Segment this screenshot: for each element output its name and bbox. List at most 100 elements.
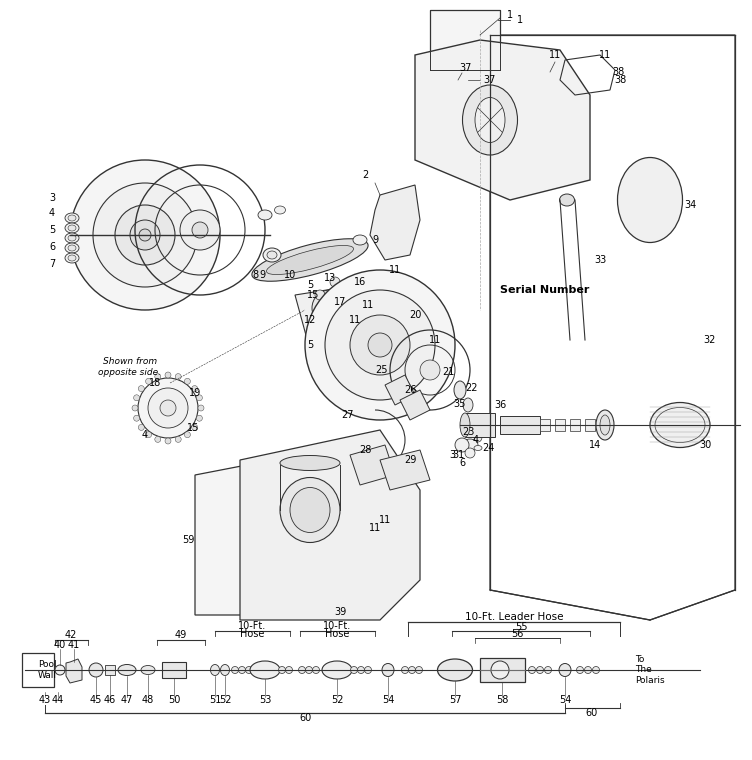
Circle shape	[350, 315, 410, 375]
Circle shape	[132, 405, 138, 411]
Text: 9: 9	[259, 270, 265, 280]
Text: 11: 11	[389, 265, 401, 275]
Circle shape	[278, 667, 286, 673]
Text: Serial Number: Serial Number	[500, 285, 590, 295]
Circle shape	[312, 290, 348, 326]
Polygon shape	[430, 10, 500, 70]
Ellipse shape	[650, 403, 710, 448]
Text: 11: 11	[349, 315, 361, 325]
Circle shape	[330, 277, 340, 287]
Text: 6: 6	[49, 242, 55, 252]
Ellipse shape	[290, 487, 330, 533]
Circle shape	[544, 667, 551, 673]
Polygon shape	[370, 185, 420, 260]
Circle shape	[134, 415, 140, 421]
Ellipse shape	[280, 455, 340, 470]
Text: 34: 34	[684, 200, 696, 210]
Circle shape	[577, 667, 584, 673]
Circle shape	[146, 432, 152, 438]
Circle shape	[139, 229, 151, 241]
Circle shape	[115, 205, 175, 265]
Circle shape	[402, 667, 408, 673]
Ellipse shape	[65, 243, 79, 253]
Text: 47: 47	[121, 695, 133, 705]
Text: 15: 15	[307, 290, 319, 300]
Text: 58: 58	[496, 695, 508, 705]
Text: 31: 31	[452, 450, 464, 460]
Text: 44: 44	[52, 695, 64, 705]
Bar	[540, 419, 550, 431]
Ellipse shape	[617, 157, 683, 242]
Ellipse shape	[266, 245, 353, 274]
Text: 36: 36	[494, 400, 506, 410]
Bar	[105, 665, 115, 675]
Ellipse shape	[65, 233, 79, 243]
Circle shape	[465, 448, 475, 458]
Text: 53: 53	[259, 695, 271, 705]
Ellipse shape	[68, 255, 76, 261]
Circle shape	[155, 436, 161, 442]
Circle shape	[192, 424, 198, 430]
Text: 30: 30	[699, 440, 711, 450]
Ellipse shape	[258, 210, 272, 220]
Ellipse shape	[463, 398, 473, 412]
Circle shape	[155, 374, 161, 379]
Circle shape	[196, 415, 202, 421]
Ellipse shape	[220, 664, 229, 676]
Text: 57: 57	[449, 695, 461, 705]
Ellipse shape	[280, 477, 340, 543]
Bar	[555, 419, 565, 431]
Text: 28: 28	[359, 445, 371, 455]
Circle shape	[175, 436, 181, 442]
Text: 52: 52	[219, 695, 232, 705]
Text: 43: 43	[39, 695, 51, 705]
Circle shape	[326, 304, 334, 312]
Circle shape	[160, 400, 176, 416]
Text: 35: 35	[453, 399, 466, 409]
Circle shape	[184, 378, 190, 385]
Circle shape	[420, 360, 440, 380]
Text: 4: 4	[142, 430, 148, 440]
Circle shape	[584, 667, 592, 673]
Text: 52: 52	[331, 695, 343, 705]
Text: 38: 38	[612, 67, 624, 77]
Text: 14: 14	[589, 440, 601, 450]
Text: 11: 11	[549, 50, 561, 60]
Bar	[480, 658, 525, 682]
Text: 12: 12	[304, 315, 316, 325]
Text: 17: 17	[334, 297, 346, 307]
Ellipse shape	[68, 245, 76, 251]
Text: 60: 60	[299, 713, 311, 723]
Circle shape	[55, 665, 65, 675]
Ellipse shape	[475, 97, 505, 143]
Circle shape	[593, 667, 599, 673]
Circle shape	[320, 298, 340, 318]
Polygon shape	[195, 445, 390, 615]
Circle shape	[455, 438, 469, 452]
Text: 5: 5	[307, 280, 313, 290]
Ellipse shape	[462, 85, 517, 155]
Ellipse shape	[438, 659, 472, 681]
Ellipse shape	[65, 223, 79, 233]
Text: 41: 41	[68, 640, 80, 650]
Ellipse shape	[468, 416, 477, 428]
Text: 50: 50	[168, 695, 180, 705]
Text: 22: 22	[465, 383, 478, 393]
Ellipse shape	[252, 239, 368, 281]
Ellipse shape	[559, 663, 571, 676]
Text: Pool
Wall: Pool Wall	[38, 660, 57, 679]
Text: 6: 6	[459, 458, 465, 468]
Ellipse shape	[250, 661, 280, 679]
Text: 32: 32	[704, 335, 716, 345]
Ellipse shape	[141, 666, 155, 675]
Text: 5: 5	[49, 225, 55, 235]
Ellipse shape	[460, 413, 470, 437]
Ellipse shape	[68, 215, 76, 221]
Circle shape	[130, 220, 160, 250]
Circle shape	[368, 333, 392, 357]
Text: 9: 9	[372, 235, 378, 245]
Text: 5: 5	[307, 340, 313, 350]
Ellipse shape	[596, 410, 614, 440]
Circle shape	[238, 667, 245, 673]
Text: 20: 20	[409, 310, 421, 320]
